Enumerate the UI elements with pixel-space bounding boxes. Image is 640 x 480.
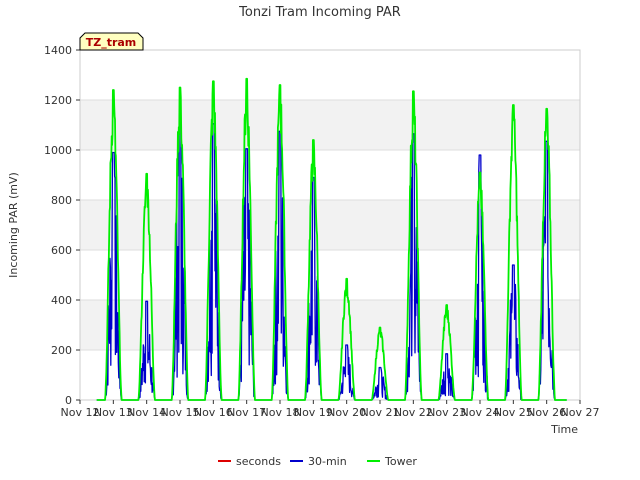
x-tick-label: Nov 12 [61,406,100,419]
y-tick-label: 800 [51,194,72,207]
y-tick-label: 1400 [44,44,72,57]
grid-band [80,350,580,400]
x-tick-label: Nov 17 [227,406,266,419]
y-tick-label: 600 [51,244,72,257]
y-tick-label: 1000 [44,144,72,157]
legend: seconds 30-min Tower [218,455,417,468]
x-tick-label: Nov 16 [194,406,233,419]
grid-bands [80,50,580,400]
badge: TZ_tram [79,32,144,51]
y-tick-label: 0 [65,394,72,407]
x-tick-label: Nov 20 [327,406,366,419]
y-tick-label: 400 [51,294,72,307]
y-tick-label: 1200 [44,94,72,107]
x-tick-label: Nov 27 [561,406,600,419]
x-tick-label: Nov 24 [461,406,500,419]
grid-band [80,50,580,100]
badge-shape [79,32,144,51]
badge-label: TZ_tram [86,36,137,49]
grid-band [80,300,580,350]
grid-band [80,200,580,250]
x-tick-label: Nov 22 [394,406,433,419]
legend-label: seconds [236,455,281,468]
chart-title: Tonzi Tram Incoming PAR [238,5,401,20]
x-tick-label: Nov 14 [127,406,166,419]
y-axis-label: Incoming PAR (mV) [7,172,20,278]
x-axis-label: Time [550,423,578,436]
x-tick-label: Nov 18 [261,406,300,419]
x-tick-label: Nov 15 [161,406,200,419]
x-tick-label: Nov 26 [527,406,566,419]
grid-band [80,250,580,300]
grid-band [80,150,580,200]
legend-label: 30-min [308,455,347,468]
y-axis: 0 200 400 600 800 1000 1200 1400 [44,44,80,407]
legend-label: Tower [384,455,417,468]
series-line-tower [96,77,567,401]
x-tick-label: Nov 23 [427,406,466,419]
x-tick-label: Nov 13 [94,406,133,419]
x-tick-label: Nov 25 [494,406,533,419]
series-layer [96,77,567,401]
x-tick-label: Nov 19 [294,406,333,419]
grid-band [80,100,580,150]
y-tick-label: 200 [51,344,72,357]
x-tick-label: Nov 21 [361,406,400,419]
